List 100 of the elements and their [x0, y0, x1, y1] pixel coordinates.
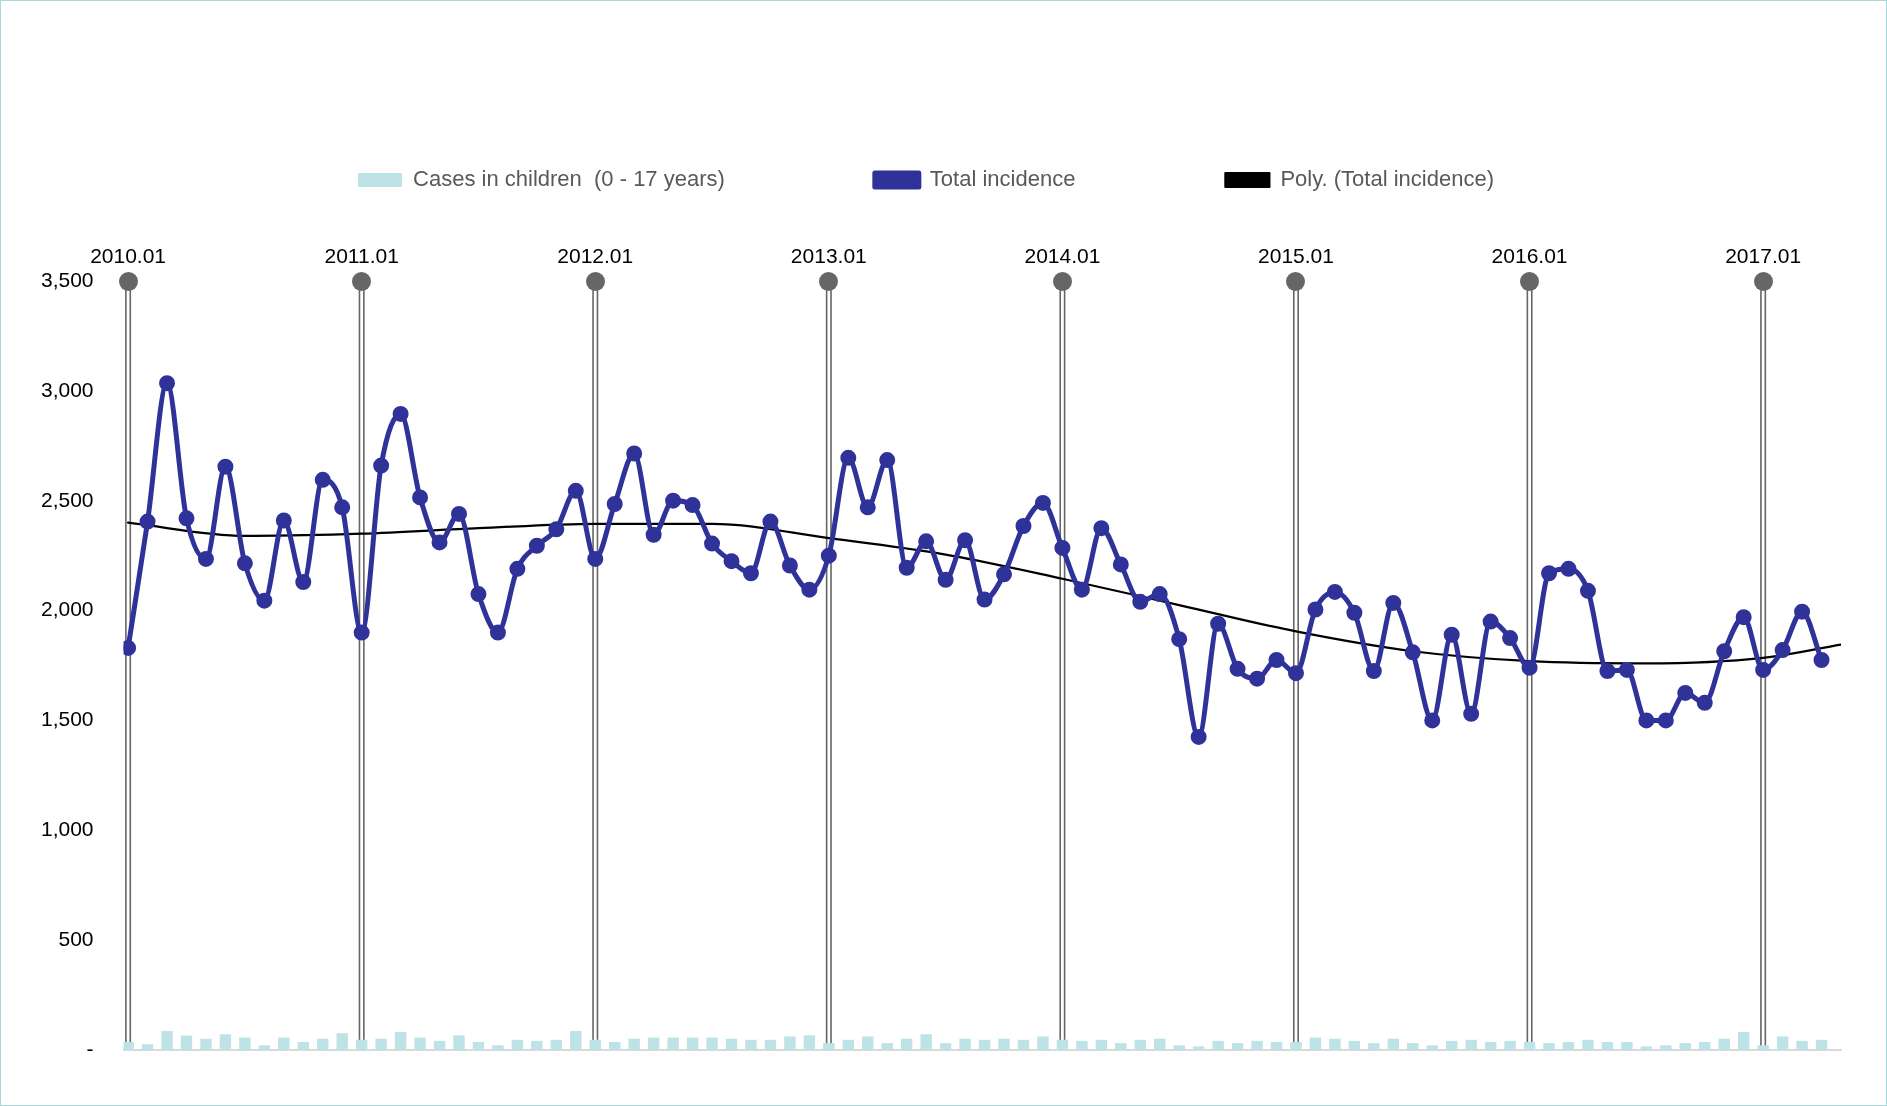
bar	[1231, 1043, 1244, 1050]
x-tick-label: 2014.01	[1024, 244, 1101, 267]
bar	[570, 1030, 582, 1050]
bar	[842, 1039, 854, 1050]
bar	[1446, 1040, 1458, 1050]
bar	[1582, 1039, 1594, 1050]
bar	[647, 1037, 660, 1050]
bar	[628, 1038, 640, 1050]
bar	[317, 1038, 329, 1050]
bar	[1368, 1043, 1380, 1050]
bar	[1660, 1045, 1672, 1050]
bar	[764, 1039, 777, 1050]
bar	[1115, 1043, 1127, 1050]
y-tick-label: 1,500	[40, 707, 94, 731]
bar	[939, 1043, 952, 1050]
bar	[511, 1039, 524, 1050]
bar	[1484, 1041, 1497, 1050]
bar	[959, 1038, 971, 1050]
bar	[1348, 1040, 1361, 1050]
bar	[686, 1037, 699, 1050]
x-tick-label: 2012.01	[557, 244, 634, 267]
bar	[200, 1038, 212, 1050]
bar	[745, 1039, 757, 1050]
bar	[1679, 1043, 1691, 1050]
bar	[1523, 1041, 1536, 1050]
bar	[978, 1039, 991, 1050]
bar	[394, 1032, 407, 1050]
bar	[1076, 1040, 1088, 1050]
bar	[784, 1036, 796, 1050]
bar	[453, 1035, 465, 1050]
bar	[355, 1039, 368, 1050]
bar	[433, 1040, 446, 1050]
bar	[1407, 1043, 1419, 1050]
legend-label: Poly. (Total incidence)	[1280, 166, 1494, 192]
bar	[609, 1041, 621, 1050]
bar	[1173, 1045, 1185, 1050]
bar	[492, 1045, 504, 1050]
bar	[375, 1038, 387, 1050]
bar	[881, 1043, 893, 1050]
bar	[336, 1033, 348, 1050]
x-tick-label: 2017.01	[1725, 244, 1802, 267]
x-tick-label: 2010.01	[90, 244, 167, 267]
bar	[1192, 1046, 1205, 1050]
bar	[1056, 1039, 1069, 1050]
bar	[900, 1038, 913, 1050]
bar	[1621, 1041, 1633, 1050]
bar	[472, 1041, 485, 1050]
bar	[803, 1035, 816, 1050]
bar	[589, 1039, 601, 1050]
y-tick-label: 3,000	[40, 377, 94, 401]
bar	[531, 1040, 543, 1050]
y-tick-label: 2,000	[40, 597, 94, 621]
bar	[550, 1039, 563, 1050]
bar	[1387, 1038, 1400, 1050]
bar	[1037, 1036, 1049, 1050]
legend-label: Cases in children (0 - 17 years)	[413, 166, 725, 192]
y-tick-label: 1,000	[40, 817, 94, 841]
bar	[219, 1034, 232, 1050]
bar	[1640, 1046, 1653, 1050]
bar	[1095, 1039, 1108, 1050]
bar	[414, 1037, 426, 1050]
bar	[1309, 1037, 1322, 1050]
y-tick-label: 500	[58, 926, 94, 950]
bar	[1426, 1045, 1438, 1050]
bar	[823, 1043, 835, 1050]
bar	[297, 1041, 309, 1050]
bar	[862, 1036, 874, 1050]
bar	[1543, 1043, 1555, 1050]
x-tick-label: 2011.01	[324, 244, 399, 267]
bar	[1329, 1038, 1341, 1050]
bar	[1757, 1045, 1769, 1050]
bar	[1504, 1040, 1516, 1050]
bar	[161, 1030, 173, 1050]
bar	[706, 1037, 718, 1050]
bar	[998, 1038, 1010, 1050]
legend-label: Total incidence	[929, 166, 1076, 192]
bar	[725, 1038, 738, 1050]
bar	[258, 1045, 271, 1050]
bar	[1290, 1041, 1302, 1050]
bar	[1134, 1039, 1146, 1050]
bar	[1465, 1039, 1477, 1050]
bar	[1796, 1040, 1808, 1050]
bar	[123, 1041, 134, 1050]
bar	[1270, 1041, 1283, 1050]
bar	[667, 1037, 679, 1050]
bar	[1212, 1040, 1224, 1050]
bar	[239, 1037, 251, 1050]
bar	[141, 1044, 154, 1050]
bar	[1737, 1032, 1750, 1050]
y-tick-label: -	[86, 1036, 94, 1060]
bar	[1601, 1041, 1614, 1050]
bar	[278, 1037, 290, 1050]
bar	[1562, 1041, 1575, 1050]
bar	[180, 1035, 193, 1050]
bar	[1017, 1039, 1030, 1050]
bar	[1776, 1036, 1789, 1050]
bar	[920, 1034, 932, 1050]
bar	[1718, 1038, 1730, 1050]
y-tick-label: 3,500	[40, 267, 94, 291]
bar	[1251, 1040, 1263, 1050]
